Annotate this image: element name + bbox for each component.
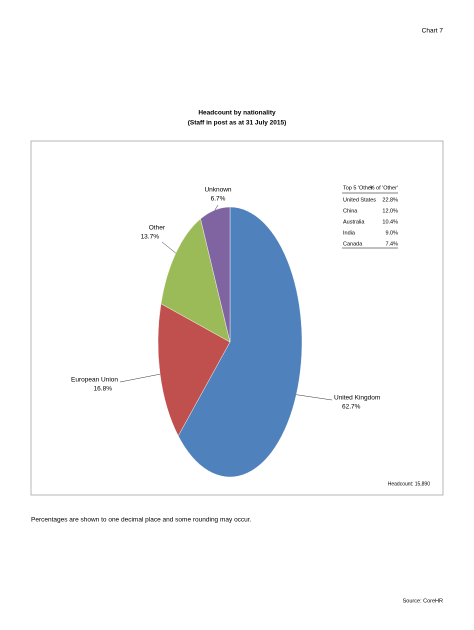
other-table: Top 5 'Other'% of 'Other' United States 22… (343, 185, 398, 247)
table-cell: 7.4% (385, 241, 398, 247)
pie-slice (160, 218, 231, 343)
headcount-note: Headcount: 15,890 (388, 481, 430, 487)
slice-value-label: 13.7% (141, 234, 160, 241)
pie: United Kingdom 62.7% European Union 16.8% Ot… (71, 187, 380, 478)
pie-slice (200, 206, 231, 343)
slice-value-label: 6.7% (211, 196, 226, 203)
table-header: % of 'Other' (370, 185, 398, 191)
table-cell: Canada (343, 241, 363, 247)
leader-line (296, 394, 333, 401)
pie-slice (178, 206, 303, 478)
leader-line (119, 373, 161, 383)
leader-line (161, 241, 176, 254)
table-cell: 10.4% (382, 219, 398, 225)
pie-slice (157, 303, 231, 437)
table-cell: China (343, 208, 358, 214)
source: Source: CoreHR (403, 598, 443, 604)
slice-value-label: 62.7% (342, 404, 361, 411)
table-cell: 12.0% (382, 208, 398, 214)
slice-label: Other (149, 225, 166, 232)
chart-subtitle: (Staff in post as at 31 July 2015) (188, 120, 287, 127)
slice-label: European Union (71, 377, 118, 384)
footnote: Percentages are shown to one decimal pla… (31, 517, 252, 524)
table-cell: 22.8% (382, 197, 398, 203)
table-cell: India (343, 230, 356, 236)
slice-label: Unknown (204, 187, 231, 194)
leader-line (214, 204, 219, 211)
chart-frame (30, 140, 444, 496)
table-cell: 9.0% (385, 230, 398, 236)
page-label: Chart 7 (422, 28, 444, 35)
chart-title: Headcount by nationality (198, 110, 276, 117)
table-cell: Australia (343, 219, 365, 225)
table-cell: United States (343, 197, 376, 203)
slice-label: United Kingdom (334, 395, 380, 402)
table-header: Top 5 'Other' (343, 185, 374, 191)
slice-value-label: 16.8% (94, 386, 113, 393)
